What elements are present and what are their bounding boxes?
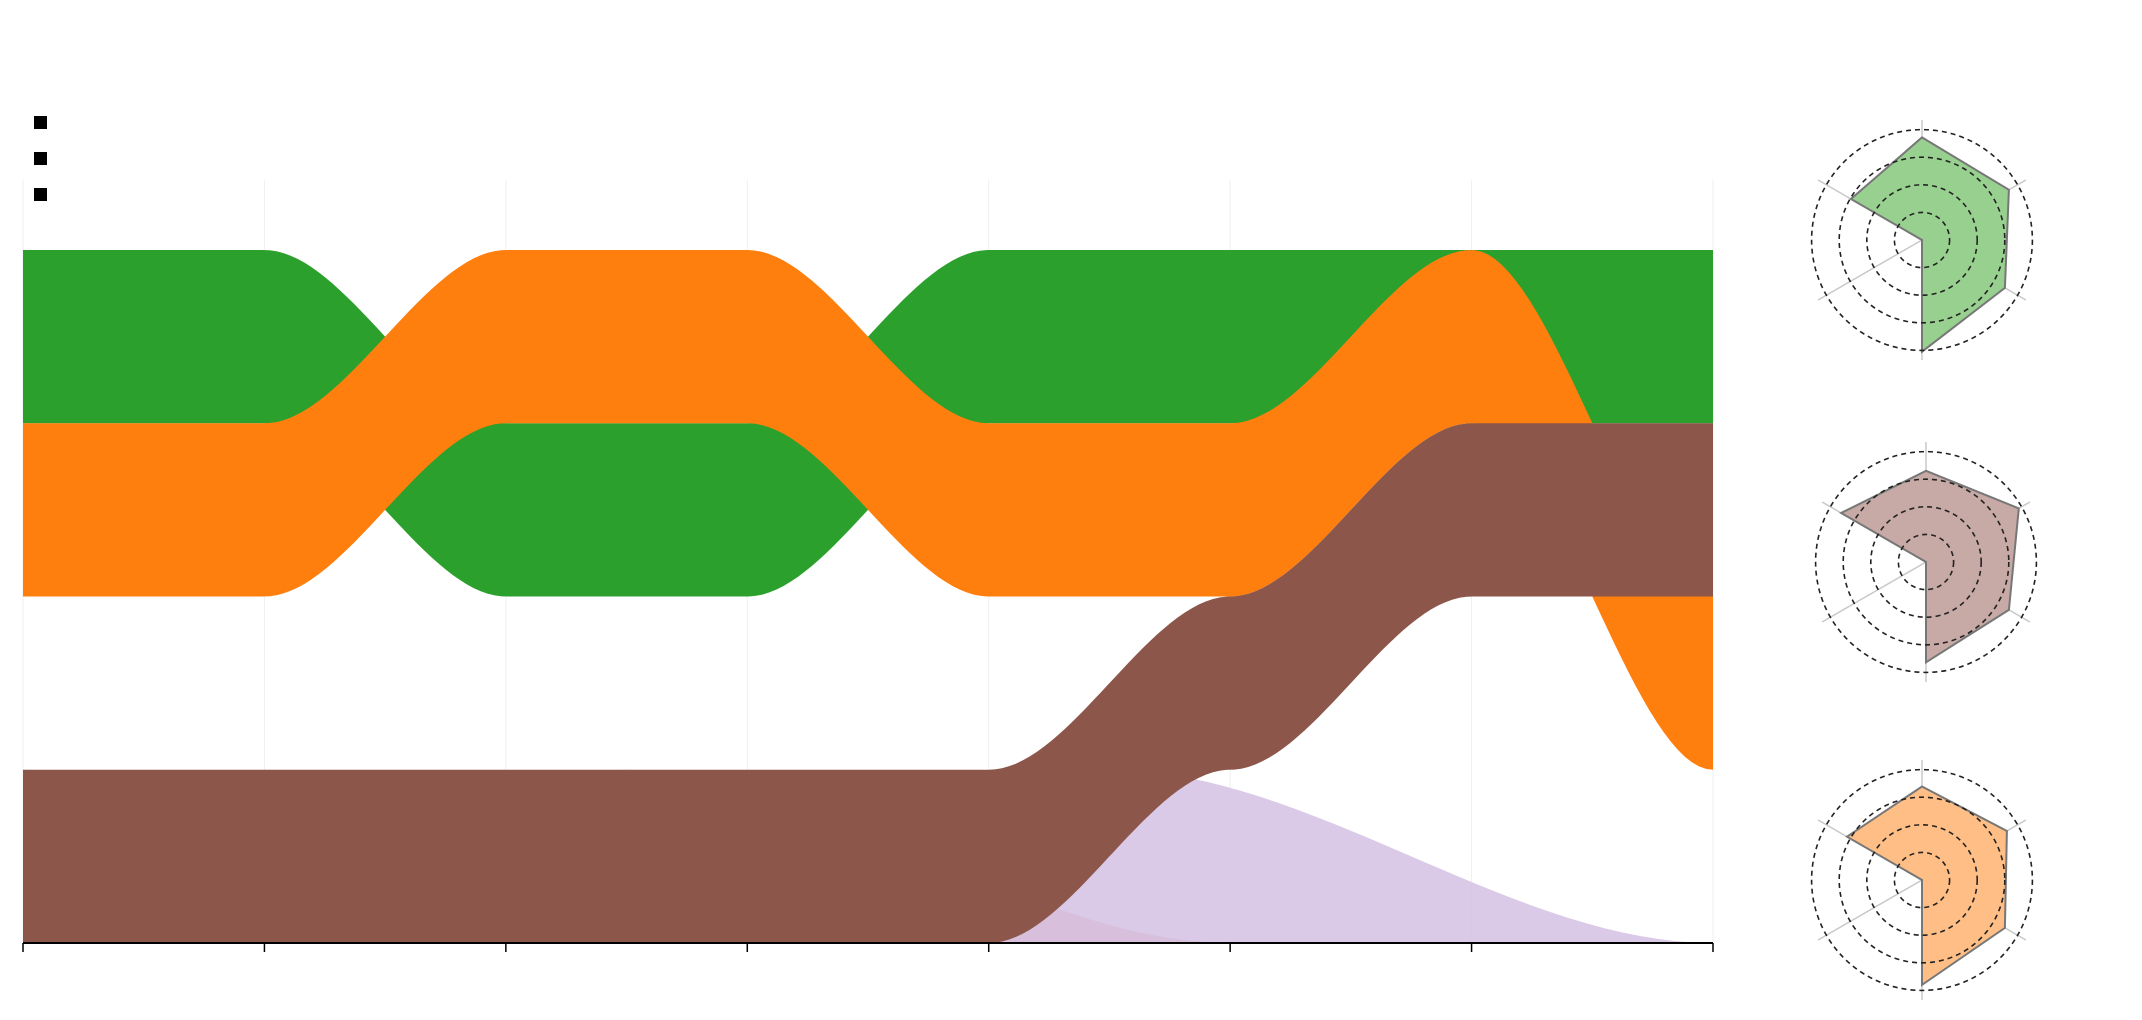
radar-ring — [1842, 478, 2010, 646]
series-band-3 — [23, 423, 1713, 943]
radar-ring — [1866, 184, 1979, 297]
radar-ring — [1814, 450, 2038, 674]
radar-ring — [1893, 211, 1951, 269]
legend-swatch — [34, 115, 47, 129]
legend-entry — [34, 104, 57, 140]
radar-spoke — [1817, 239, 1923, 301]
radar-ring — [1870, 505, 1983, 618]
radar-chart-2 — [1814, 442, 2038, 682]
legend-entry — [34, 140, 57, 176]
radar-ring — [1810, 768, 2034, 992]
radar-chart-1 — [1810, 120, 2034, 360]
radar-polygon — [1838, 469, 2020, 665]
legend-swatch — [34, 187, 47, 201]
radar-polygon — [1849, 136, 2010, 354]
legend — [34, 104, 57, 212]
radar-chart-3 — [1810, 760, 2034, 1000]
radar-ring — [1866, 823, 1979, 936]
radar-ring — [1810, 128, 2034, 352]
legend-swatch — [34, 151, 47, 165]
radar-ring — [1893, 851, 1951, 909]
legend-entry — [34, 176, 57, 212]
radar-ring — [1838, 156, 2006, 324]
radar-ring — [1897, 533, 1955, 591]
series-band-2 — [23, 250, 1713, 770]
radar-spoke — [1817, 879, 1923, 941]
radar-polygon — [1845, 785, 2008, 987]
radar-spoke — [1821, 561, 1927, 623]
radar-ring — [1838, 796, 2006, 964]
